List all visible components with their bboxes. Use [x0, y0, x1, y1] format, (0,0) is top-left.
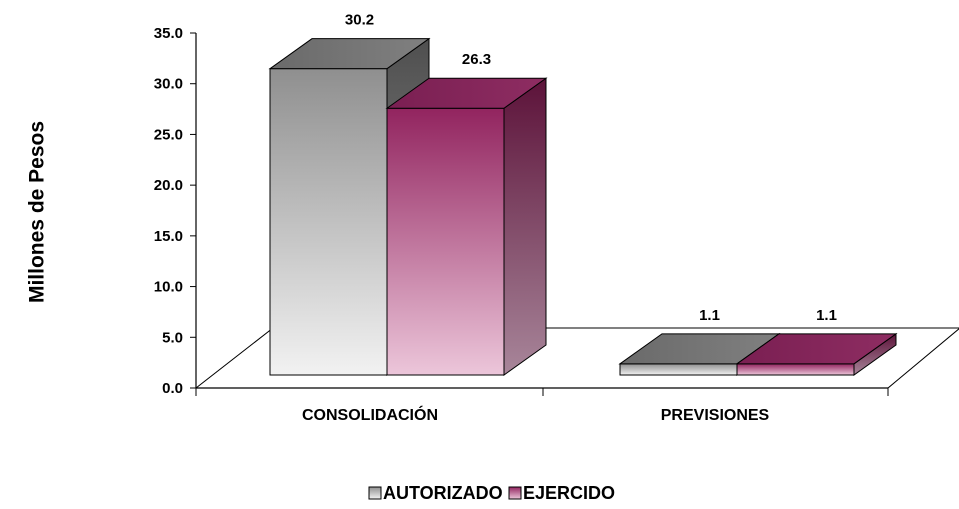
- data-label: 30.2: [345, 12, 374, 29]
- bar-front-autorizado: [619, 363, 738, 376]
- bar-side-ejercido: [503, 77, 547, 376]
- y-tick-label: 5.0: [162, 329, 183, 346]
- y-axis-label: Millones de Pesos: [26, 121, 49, 303]
- x-category-label: CONSOLIDACIÓN: [302, 405, 438, 424]
- data-label: 1.1: [699, 307, 720, 324]
- data-label: 26.3: [462, 51, 491, 68]
- bar-top-autorizado: [268, 38, 431, 70]
- bar-top-ejercido: [385, 77, 548, 109]
- y-tick-label: 35.0: [154, 25, 183, 42]
- legend: AUTORIZADO EJERCIDO: [368, 483, 615, 503]
- y-tick-label: 0.0: [162, 380, 183, 397]
- x-category-label: PREVISIONES: [661, 407, 770, 424]
- bar-front-autorizado: [269, 68, 388, 376]
- y-tick-label: 15.0: [154, 228, 183, 245]
- bar-front-ejercido: [386, 107, 505, 376]
- legend-label-autorizado: AUTORIZADO: [383, 483, 503, 503]
- bar-top-ejercido: [735, 333, 898, 365]
- y-tick-label: 20.0: [154, 177, 183, 194]
- legend-swatch-autorizado: [368, 486, 382, 500]
- y-tick-label: 25.0: [154, 126, 183, 143]
- y-tick-label: 30.0: [154, 76, 183, 93]
- legend-swatch-ejercido: [508, 486, 522, 500]
- data-label: 1.1: [816, 307, 837, 324]
- legend-label-ejercido: EJERCIDO: [523, 483, 615, 503]
- bar-front-ejercido: [736, 363, 855, 376]
- y-tick-label: 10.0: [154, 279, 183, 296]
